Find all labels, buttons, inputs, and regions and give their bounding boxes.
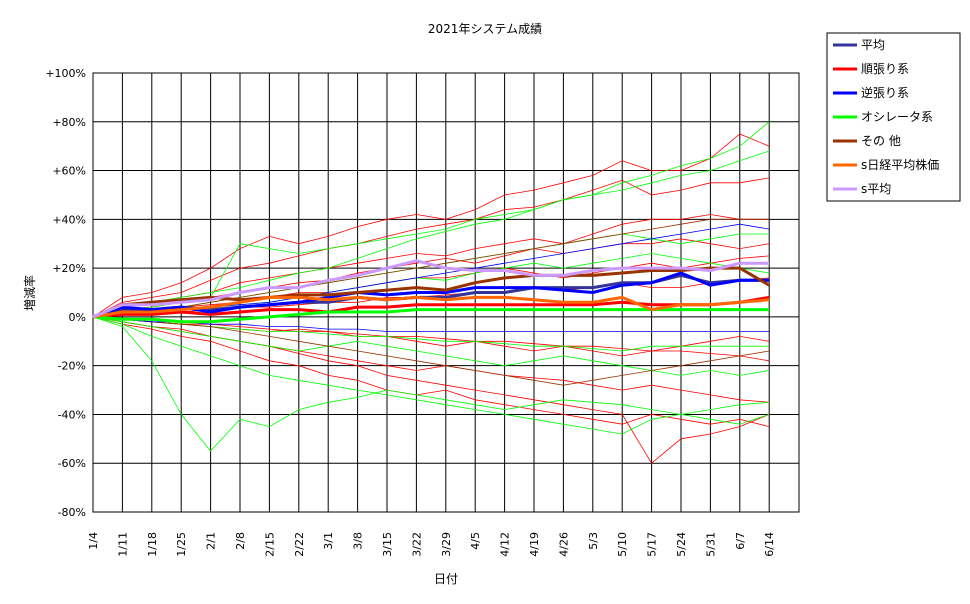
y-tick-label: +20% [52,262,86,275]
x-tick-label: 5/24 [675,532,688,557]
x-tick-label: 1/11 [116,532,129,557]
vertical-gridlines [121,73,770,512]
x-tick-label: 5/10 [616,532,629,557]
y-tick-label: -60% [58,457,86,470]
x-axis-label: 日付 [434,572,458,586]
series-line-順張り系 [92,295,770,319]
y-tick-label: +100% [45,67,86,80]
series-line-その 他 [92,266,770,319]
x-tick-label: 4/19 [528,532,541,557]
x-tick-label: 3/29 [440,532,453,557]
x-tick-label: 1/25 [175,532,188,557]
x-tick-label: 4/26 [557,532,570,557]
legend-label: 逆張り系 [861,85,909,100]
x-tick-label: 2/1 [205,532,218,550]
x-tick-label: 6/7 [734,532,747,550]
y-tick-label: -40% [58,408,86,421]
x-tick-label: 1/18 [146,532,159,557]
y-tick-label: +40% [52,213,86,226]
thin-series-line [92,316,770,386]
thin-series-line [92,255,770,318]
x-tick-label: 5/17 [646,532,659,557]
y-tick-label: 0% [69,311,86,324]
y-tick-label: +60% [52,165,86,178]
x-tick-label: 4/5 [469,532,482,550]
thin-series-line [92,316,770,452]
legend-label: オシレータ系 [861,110,933,124]
legend-label: 順張り系 [861,62,909,76]
legend-label: s平均 [861,182,891,196]
y-axis-label: 増減率 [22,275,37,311]
legend-label: 平均 [861,38,885,52]
thin-series-line [92,133,770,318]
thin-series-line [92,316,770,435]
legend-label: s日経平均株価 [861,157,939,172]
y-tick-label: -80% [58,506,86,519]
x-tick-label: 4/12 [499,532,512,557]
chart-title: 2021年システム成績 [428,22,542,36]
x-tick-label: 5/31 [704,532,717,557]
thin-series-line [92,177,770,318]
x-tick-label: 2/15 [263,532,276,557]
x-tick-labels: 1/4 1/11 1/18 1/25 2/1 2/8 2/15 2/22 3/1 3/8 3/15 3… [87,532,776,557]
thin-series-line [92,316,770,332]
y-tick-label: -20% [58,360,86,373]
x-tick-label: 3/22 [410,532,423,557]
series-line-逆張り系 [92,271,770,319]
thin-series-line [92,121,770,318]
x-tick-label: 3/8 [352,532,365,550]
x-tick-label: 6/14 [763,532,776,557]
y-tick-label: +80% [52,116,86,129]
series-line-s日経平均株価 [92,295,770,319]
x-tick-label: 2/8 [234,532,247,550]
y-tick-labels: -80% -60% -40% -20% 0% +20% +40% +60% +80% +100% [45,67,86,519]
series-line-s平均 [92,259,770,319]
main-series-lines [92,259,770,324]
x-tick-label: 1/4 [87,532,100,550]
x-tick-label: 2/22 [293,532,306,557]
legend-label: その 他 [861,134,901,148]
thin-series-line [92,316,770,427]
x-tick-label: 5/3 [587,532,600,550]
thin-series-line [92,316,770,376]
x-tick-label: 3/15 [381,532,394,557]
x-tick-label: 3/1 [322,532,335,550]
